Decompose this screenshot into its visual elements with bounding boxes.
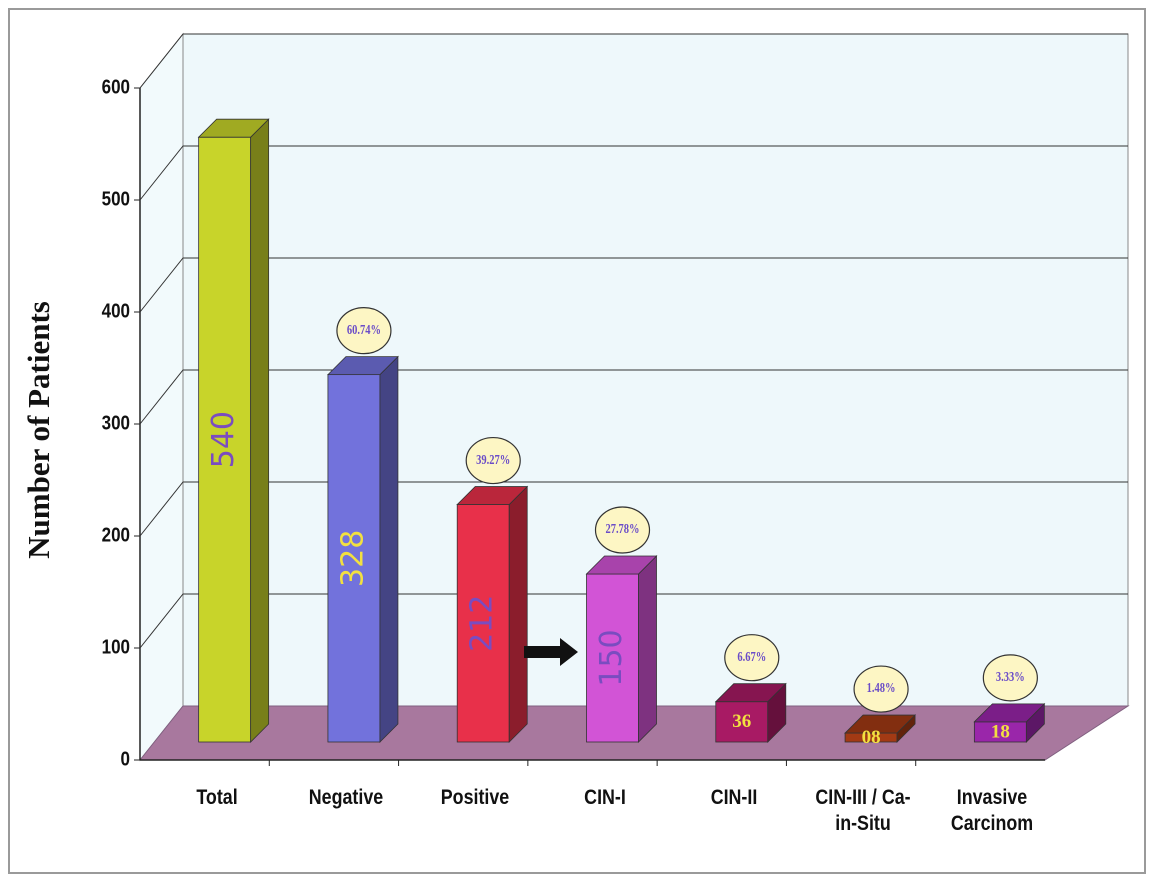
bar bbox=[844, 714, 917, 743]
x-tick-label: CIN-I bbox=[583, 786, 626, 809]
grid-line bbox=[139, 593, 1128, 649]
bar-side bbox=[250, 118, 270, 743]
bar-side bbox=[508, 485, 528, 743]
bar-top bbox=[585, 555, 658, 575]
y-tick-label: 300 bbox=[102, 411, 130, 434]
percent-badge bbox=[336, 307, 392, 355]
bar-top bbox=[456, 486, 529, 505]
grid-line bbox=[139, 369, 1128, 425]
y-tick-label: 200 bbox=[102, 523, 130, 546]
percent-badge bbox=[982, 654, 1038, 702]
grid-line bbox=[139, 481, 1128, 537]
value-label: 18 bbox=[991, 721, 1010, 742]
bar-top bbox=[197, 118, 270, 138]
bar-side bbox=[379, 355, 399, 743]
bar-side bbox=[638, 555, 657, 743]
bar-top bbox=[844, 714, 917, 734]
bar-top bbox=[326, 356, 399, 376]
value-label: 212 bbox=[465, 595, 500, 652]
grid-line bbox=[139, 257, 1128, 313]
percent-label: 3.33% bbox=[996, 669, 1025, 685]
value-label: 328 bbox=[335, 530, 370, 587]
x-tick-label: Total bbox=[195, 786, 238, 809]
y-tick-label: 400 bbox=[102, 299, 130, 322]
x-tick-label: CIN-III / Ca-in-Situ bbox=[815, 786, 911, 835]
percent-label: 39.27% bbox=[476, 451, 510, 467]
grid-line bbox=[139, 145, 1128, 201]
bar-front bbox=[198, 136, 252, 743]
y-tick-label: 100 bbox=[102, 635, 130, 658]
percent-label: 60.74% bbox=[347, 321, 381, 337]
bar bbox=[197, 118, 270, 743]
bar bbox=[714, 682, 787, 743]
percent-label: 6.67% bbox=[737, 648, 766, 664]
frame bbox=[8, 8, 1146, 874]
bar bbox=[326, 355, 399, 743]
percent-badge bbox=[724, 634, 780, 682]
bar-front bbox=[586, 573, 639, 743]
bar-front bbox=[327, 374, 381, 743]
y-tick-label: 0 bbox=[121, 747, 130, 770]
value-label: 08 bbox=[862, 727, 881, 748]
x-tick-label: CIN-II bbox=[710, 786, 758, 809]
percent-label: 27.78% bbox=[605, 521, 639, 537]
value-label: 36 bbox=[732, 711, 751, 732]
x-tick-label: Invasive Carcinom bbox=[951, 786, 1034, 835]
bar bbox=[585, 555, 658, 743]
percent-badge bbox=[465, 436, 521, 485]
y-tick-label: 600 bbox=[102, 75, 130, 98]
percent-label: 1.48% bbox=[867, 680, 896, 696]
value-label: 540 bbox=[206, 411, 241, 468]
percent-badge bbox=[594, 506, 651, 554]
bar-front bbox=[715, 701, 769, 743]
x-tick-label: Positive bbox=[440, 786, 510, 809]
x-tick-label: Negative bbox=[308, 786, 384, 809]
grid-line bbox=[139, 33, 1128, 89]
percent-badge bbox=[853, 665, 909, 713]
arrow bbox=[524, 638, 578, 666]
bar bbox=[456, 485, 529, 743]
y-axis-label: Number of Patients bbox=[21, 301, 56, 559]
bar-top bbox=[973, 703, 1046, 723]
y-tick-label: 500 bbox=[102, 187, 130, 210]
value-label: 150 bbox=[594, 629, 629, 686]
bar bbox=[973, 702, 1046, 743]
bar-top bbox=[714, 683, 787, 703]
